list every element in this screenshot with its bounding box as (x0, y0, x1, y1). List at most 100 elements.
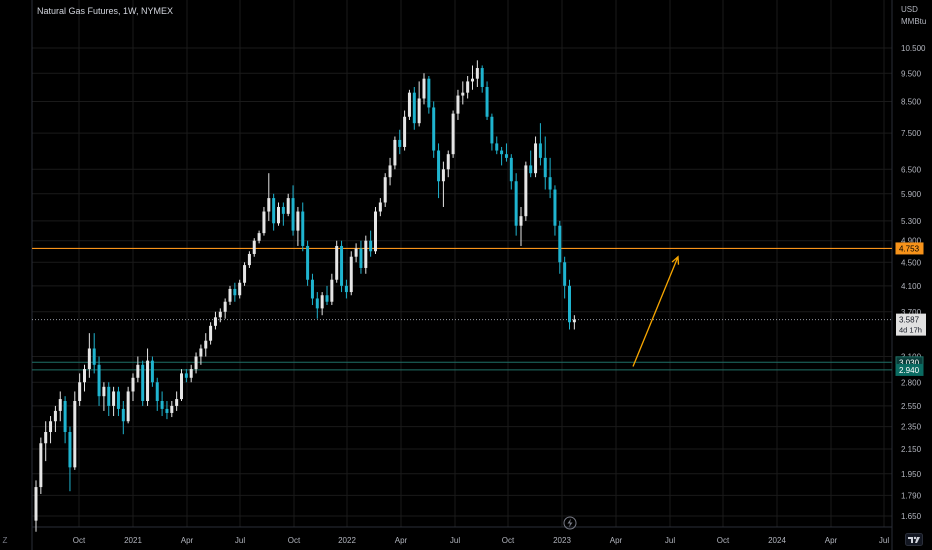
time-axis[interactable]: Oct 2021 Apr Jul Oct 2022 Apr Jul Oct 2023 Apr Jul O… (73, 536, 890, 545)
candle-body (228, 288, 232, 302)
candle-body (480, 68, 484, 87)
candle (73, 391, 77, 470)
candle-body (199, 348, 203, 357)
candle-body (213, 317, 217, 326)
candle-body (39, 443, 43, 488)
countdown-label: 4d 17h (899, 326, 922, 335)
candle-body (441, 169, 445, 182)
tradingview-logo-icon[interactable] (905, 533, 923, 546)
candle (325, 285, 329, 306)
candle (383, 173, 387, 207)
candle-body (344, 285, 348, 293)
candle-body (121, 408, 125, 422)
x-tick-label: 2024 (768, 536, 786, 545)
candle-body (136, 364, 140, 378)
candle-body (160, 401, 164, 409)
candle-body (262, 211, 266, 234)
candle (277, 202, 280, 226)
candle (504, 143, 508, 162)
zoom-reset-button[interactable]: Z (2, 536, 8, 545)
price-axis[interactable]: 1.6501.7901.9502.1502.3502.5502.8003.100… (901, 44, 926, 521)
candle-body (534, 143, 538, 174)
price-tag-support-lower: 2.940 (895, 363, 924, 376)
candle (524, 161, 528, 221)
candle (514, 173, 518, 236)
candle-body (247, 253, 251, 266)
candle (146, 348, 150, 406)
candle-body (407, 92, 411, 117)
candle (218, 308, 222, 323)
candle-body (194, 356, 198, 370)
candle (209, 322, 213, 345)
candle (461, 81, 465, 105)
horizontal-lines[interactable] (32, 247, 892, 371)
candle-body (451, 113, 455, 155)
x-tick-label: Oct (502, 536, 515, 545)
candle-body (116, 391, 120, 409)
lightning-icon[interactable] (563, 516, 577, 530)
candle (320, 292, 324, 316)
candle-body (102, 386, 106, 397)
candle (310, 273, 314, 306)
y-tick-label: 4.900 (901, 237, 922, 246)
candle (480, 65, 484, 93)
candle (378, 198, 382, 217)
candle (194, 352, 198, 374)
candle-body (563, 262, 567, 286)
projection-arrow[interactable] (632, 255, 680, 367)
candle-body (272, 198, 276, 224)
candle (87, 333, 91, 378)
candle (68, 426, 72, 492)
unit-label: MMBtu (901, 17, 927, 26)
x-tick-label: Apr (181, 536, 194, 545)
y-tick-label: 10.500 (901, 44, 926, 53)
candle-body (412, 92, 416, 124)
candle (563, 256, 567, 299)
candle (330, 273, 334, 306)
candle-body (277, 206, 280, 224)
candle-body (369, 240, 373, 252)
candle (393, 136, 397, 170)
candle-body (310, 279, 314, 299)
candle (315, 292, 319, 319)
candle (427, 75, 431, 114)
candle-body (53, 410, 57, 422)
candle (58, 391, 62, 422)
candle-body (170, 405, 174, 413)
candle (335, 240, 339, 283)
candle-body (238, 282, 242, 296)
candle (359, 240, 363, 274)
candle-body (296, 211, 300, 231)
x-tick-label: Oct (73, 536, 86, 545)
y-tick-label: 2.350 (901, 423, 922, 432)
candle (568, 279, 571, 330)
candle-body (87, 348, 91, 370)
candle (340, 240, 344, 293)
candle-body (63, 401, 67, 433)
candle (422, 73, 426, 105)
y-tick-label: 3.700 (901, 308, 922, 317)
x-tick-label: 2023 (553, 536, 571, 545)
x-tick-label: Oct (288, 536, 301, 545)
candle (112, 386, 116, 417)
candle-body (422, 78, 426, 99)
candle (34, 480, 38, 532)
candle-body (529, 165, 533, 174)
candle-body (320, 295, 324, 309)
candle-body (175, 399, 179, 406)
candle (184, 369, 188, 383)
candle (78, 373, 82, 406)
candle (301, 202, 305, 252)
candle-body (553, 189, 557, 226)
price-tag-resistance: 4.753 (895, 242, 924, 255)
candle (369, 230, 373, 257)
candle-body (393, 139, 397, 166)
candle-body (281, 206, 285, 214)
candle (243, 262, 247, 286)
candle-body (306, 245, 310, 280)
candle (437, 143, 441, 199)
y-tick-label: 5.900 (901, 190, 922, 199)
